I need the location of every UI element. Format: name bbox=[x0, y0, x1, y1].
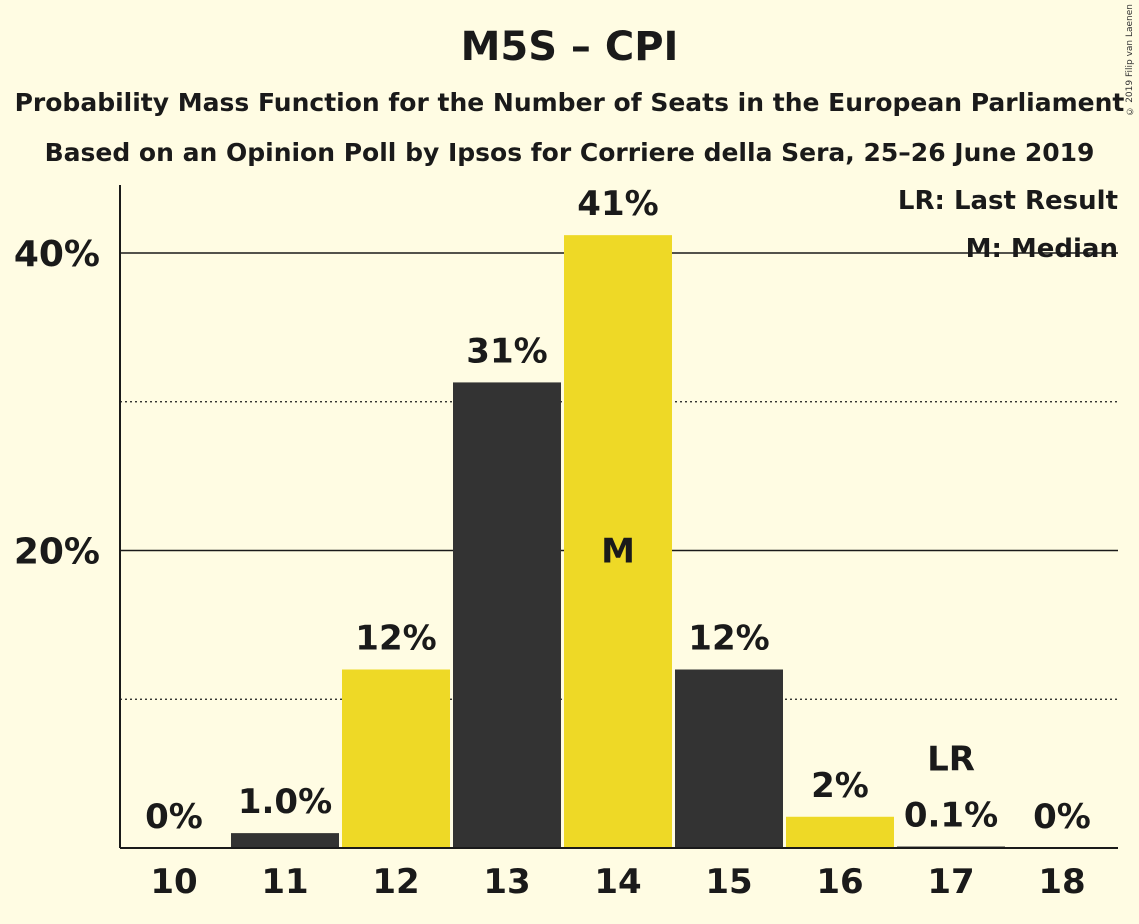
median-marker: M bbox=[601, 532, 635, 572]
x-tick-label: 15 bbox=[705, 862, 752, 902]
chart-subtitle-2: Based on an Opinion Poll by Ipsos for Co… bbox=[44, 138, 1095, 167]
legend-entry: LR: Last Result bbox=[898, 186, 1118, 216]
data-label: 31% bbox=[466, 331, 547, 371]
data-label: 41% bbox=[577, 184, 658, 224]
y-tick-label: 40% bbox=[14, 234, 100, 275]
x-tick-label: 10 bbox=[150, 862, 197, 902]
chart-subtitle: Probability Mass Function for the Number… bbox=[14, 88, 1125, 117]
x-tick-label: 18 bbox=[1038, 862, 1085, 902]
data-label: 0.1% bbox=[904, 796, 998, 836]
data-label: 12% bbox=[355, 619, 436, 659]
bar bbox=[231, 833, 339, 848]
data-label: 12% bbox=[688, 619, 769, 659]
bar bbox=[675, 669, 783, 848]
x-tick-label: 16 bbox=[816, 862, 863, 902]
x-tick-label: 12 bbox=[372, 862, 419, 902]
bar bbox=[564, 235, 672, 848]
bar bbox=[453, 382, 561, 848]
y-tick-label: 20% bbox=[14, 532, 100, 573]
x-tick-label: 17 bbox=[927, 862, 974, 902]
x-tick-label: 14 bbox=[594, 862, 641, 902]
legend-entry: M: Median bbox=[966, 234, 1118, 264]
x-tick-label: 11 bbox=[261, 862, 308, 902]
data-label: 0% bbox=[145, 797, 203, 837]
data-label: 1.0% bbox=[238, 782, 332, 822]
bar bbox=[786, 816, 894, 848]
data-label: 2% bbox=[811, 766, 869, 806]
chart-title: M5S – CPI bbox=[460, 24, 679, 70]
x-tick-label: 13 bbox=[483, 862, 530, 902]
bar bbox=[342, 669, 450, 848]
last-result-marker: LR bbox=[927, 740, 975, 780]
data-label: 0% bbox=[1033, 797, 1091, 837]
